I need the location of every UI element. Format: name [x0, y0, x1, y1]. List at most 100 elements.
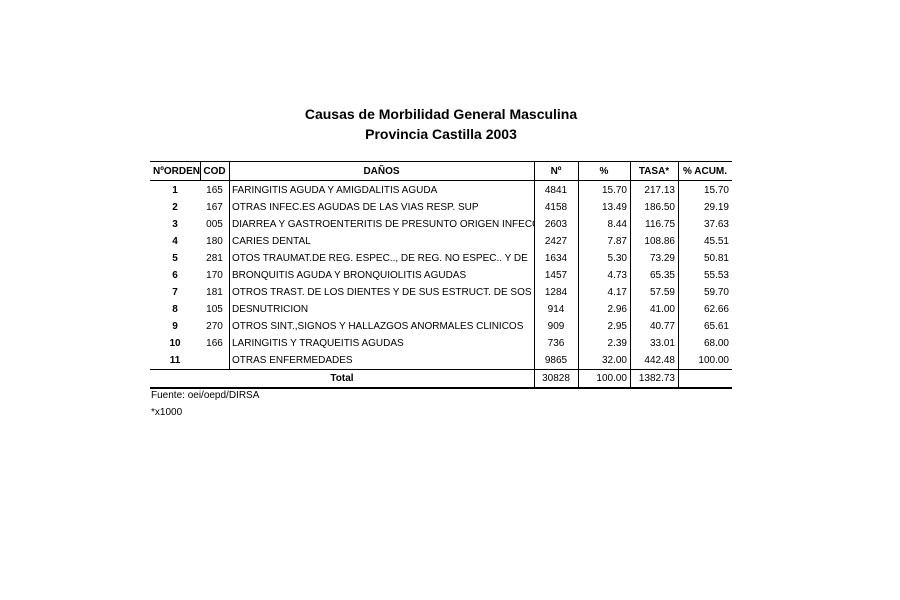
cell: 116.75	[645, 219, 675, 230]
cell: 180	[206, 236, 223, 247]
rule	[229, 181, 230, 369]
disease-cell: OTRAS INFEC.ES AGUDAS DE LAS VIAS RESP. …	[232, 202, 479, 213]
disease-cell: CARIES DENTAL	[232, 236, 311, 247]
rule	[150, 161, 732, 162]
rule	[630, 369, 631, 387]
cell: 108.86	[644, 236, 675, 247]
disease-cell: OTROS TRAST. DE LOS DIENTES Y DE SUS EST…	[232, 287, 532, 298]
cell: 7.87	[607, 236, 627, 247]
cell: 65.61	[703, 321, 729, 332]
cell: 270	[206, 321, 223, 332]
cell: 4.73	[607, 270, 627, 281]
cell: 73.29	[649, 253, 675, 264]
cell: 59.70	[703, 287, 729, 298]
cell: 1284	[544, 287, 568, 298]
cell: 2603	[544, 219, 568, 230]
rule	[578, 161, 579, 181]
cell: 6	[172, 270, 178, 281]
footnote: Fuente: oei/oepd/DIRSA	[151, 390, 260, 401]
disease-cell: DIARREA Y GASTROENTERITIS DE PRESUNTO OR…	[232, 219, 534, 230]
cell: 167	[206, 202, 223, 213]
disease-cell: OTROS SINT.,SIGNOS Y HALLAZGOS ANORMALES…	[232, 321, 524, 332]
cell: 2.39	[607, 338, 627, 349]
cell: 736	[547, 338, 565, 349]
cell: 165	[206, 185, 223, 196]
cell: 32.00	[601, 355, 627, 366]
column-header: TASA*	[638, 166, 670, 177]
rule	[578, 369, 579, 387]
disease-cell: DESNUTRICION	[232, 304, 309, 315]
cell: 33.01	[649, 338, 675, 349]
cell: 45.51	[703, 236, 729, 247]
cell: 909	[547, 321, 565, 332]
cell: 4.17	[607, 287, 627, 298]
rule	[630, 181, 631, 369]
cell: 57.59	[649, 287, 675, 298]
cell: 1	[172, 185, 178, 196]
disease-cell: BRONQUITIS AGUDA Y BRONQUIOLITIS AGUDAS	[232, 270, 467, 281]
cell: 1634	[544, 253, 568, 264]
total-cell: 100.00	[596, 373, 627, 384]
rule	[678, 161, 679, 181]
rule	[578, 181, 579, 369]
column-header: NºORDEN	[153, 166, 200, 177]
cell: 105	[206, 304, 223, 315]
cell: 186.50	[644, 202, 675, 213]
subtitle: Provincia Castilla 2003	[365, 126, 517, 142]
rule	[150, 180, 732, 181]
cell: 13.49	[601, 202, 627, 213]
cell: 2.96	[607, 304, 627, 315]
rule	[229, 161, 230, 181]
rule	[200, 161, 201, 181]
rule	[678, 181, 679, 369]
disease-cell: LARINGITIS Y TRAQUEITIS AGUDAS	[232, 338, 404, 349]
cell: 15.70	[703, 185, 729, 196]
cell: 442.48	[644, 355, 675, 366]
rule	[534, 161, 535, 181]
cell: 2.95	[607, 321, 627, 332]
cell: 37.63	[703, 219, 729, 230]
cell: 8.44	[607, 219, 627, 230]
rule	[150, 387, 732, 389]
cell: 15.70	[601, 185, 627, 196]
cell: 217.13	[644, 185, 675, 196]
cell: 181	[206, 287, 223, 298]
cell: 4841	[544, 185, 568, 196]
cell: 005	[206, 219, 223, 230]
cell: 8	[172, 304, 178, 315]
cell: 2	[172, 202, 178, 213]
title: Causas de Morbilidad General Masculina	[304, 106, 578, 122]
cell: 41.00	[649, 304, 675, 315]
cell: 3	[172, 219, 178, 230]
cell: 9	[172, 321, 178, 332]
cell: 11	[169, 355, 181, 366]
column-header: %	[599, 166, 609, 177]
cell: 914	[547, 304, 565, 315]
cell: 55.53	[703, 270, 729, 281]
cell: 281	[206, 253, 223, 264]
disease-cell: OTRAS ENFERMEDADES	[232, 355, 353, 366]
column-header: COD	[203, 166, 226, 177]
cell: 170	[206, 270, 223, 281]
rule	[630, 161, 631, 181]
cell: 100.00	[698, 355, 729, 366]
cell: 2427	[544, 236, 568, 247]
disease-cell: OTOS TRAUMAT.DE REG. ESPEC.., DE REG. NO…	[232, 253, 528, 264]
cell: 65.35	[649, 270, 675, 281]
total-cell: 30828	[542, 373, 570, 384]
disease-cell: FARINGITIS AGUDA Y AMIGDALITIS AGUDA	[232, 185, 438, 196]
cell: 1457	[544, 270, 568, 281]
column-header: Nº	[550, 166, 562, 177]
cell: 4	[172, 236, 178, 247]
cell: 29.19	[703, 202, 729, 213]
cell: 166	[206, 338, 223, 349]
cell: 10	[169, 338, 181, 349]
column-header: DAÑOS	[363, 166, 400, 177]
rule	[150, 369, 732, 370]
column-header: % ACUM.	[682, 166, 728, 177]
cell: 5.30	[607, 253, 627, 264]
total-label: Total	[330, 373, 354, 384]
rule	[534, 369, 535, 387]
cell: 68.00	[703, 338, 729, 349]
